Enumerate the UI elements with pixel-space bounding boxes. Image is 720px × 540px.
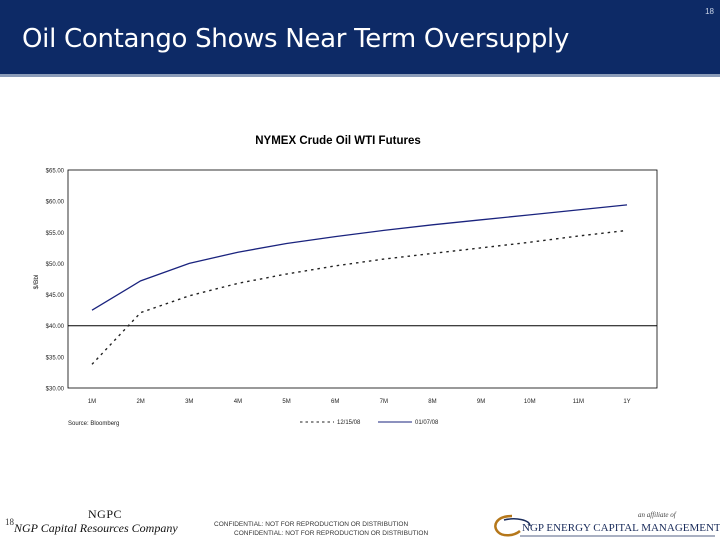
logo-text: NGP ENERGY CAPITAL MANAGEMENT: [522, 522, 720, 534]
x-tick-label: 5M: [282, 399, 290, 405]
y-tick-label: $55.00: [46, 231, 65, 237]
y-tick-label: $50.00: [46, 262, 65, 268]
confidential-notice-secondary: CONFIDENTIAL: NOT FOR REPRODUCTION OR DI…: [234, 530, 429, 537]
y-tick-label: $35.00: [46, 355, 65, 361]
x-tick-label: 10M: [524, 399, 536, 405]
x-tick-label: 1Y: [623, 399, 630, 405]
x-tick-label: 4M: [234, 399, 242, 405]
legend-label-0: 12/15/08: [337, 420, 361, 426]
source-note: Source: Bloomberg: [68, 421, 119, 427]
x-tick-label: 8M: [428, 399, 436, 405]
x-tick-label: 6M: [331, 399, 339, 405]
x-tick-label: 7M: [380, 399, 388, 405]
y-tick-label: $60.00: [46, 200, 65, 206]
ngp-logo-icon: [494, 514, 715, 537]
company-name: NGP Capital Resources Company: [14, 521, 178, 535]
chart-area: NYMEX Crude Oil WTI Futures $30.00 $35.00 $…: [0, 80, 720, 440]
title-bar: Oil Contango Shows Near Term Oversupply …: [0, 0, 720, 77]
footer: 18 NGPC NGP Capital Resources Company CO…: [0, 495, 720, 540]
affiliate-label: an affiliate of: [638, 511, 676, 519]
series-line-1: [91, 204, 628, 311]
company-abbreviation: NGPC: [88, 507, 123, 521]
y-axis-label: $/Bbl: [33, 274, 40, 289]
series-line-0: [91, 229, 628, 365]
futures-chart: NYMEX Crude Oil WTI Futures $30.00 $35.00 $…: [33, 135, 658, 427]
y-tick-label: $65.00: [46, 169, 65, 175]
y-tick-label: $30.00: [46, 387, 65, 393]
x-tick-label: 9M: [477, 399, 485, 405]
legend-label-1: 01/07/08: [415, 420, 439, 426]
page-number-top: 18: [705, 7, 714, 16]
y-tick-label: $45.00: [46, 293, 65, 299]
slide-title: Oil Contango Shows Near Term Oversupply: [22, 24, 570, 54]
x-tick-label: 11M: [573, 399, 584, 405]
plot-border: [67, 169, 658, 389]
x-tick-label: 1M: [88, 399, 96, 405]
chart-title: NYMEX Crude Oil WTI Futures: [255, 135, 420, 147]
x-tick-label: 2M: [136, 399, 144, 405]
confidential-notice: CONFIDENTIAL: NOT FOR REPRODUCTION OR DI…: [214, 521, 409, 528]
y-tick-label: $40.00: [46, 324, 65, 330]
x-tick-label: 3M: [185, 399, 193, 405]
page-number-bottom: 18: [5, 517, 14, 527]
